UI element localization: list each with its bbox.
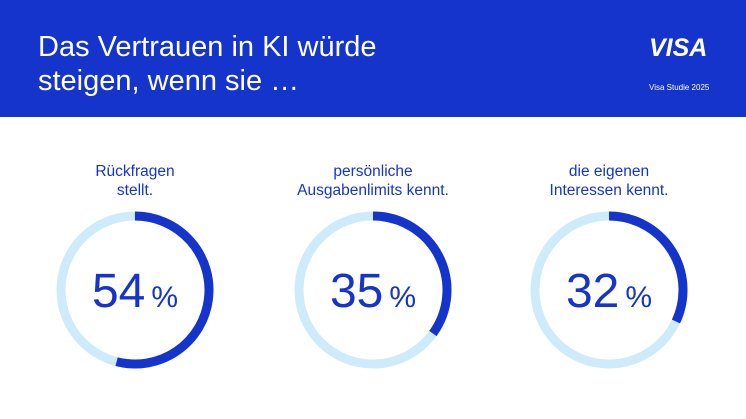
donut-2-value-label: 35% <box>330 265 416 318</box>
caption-2-line-2: Ausgabenlimits kennt. <box>297 182 449 199</box>
caption-2-line-1: persönliche <box>333 163 413 180</box>
header-banner: Das Vertrauen in KI würde steigen, wenn … <box>0 0 746 117</box>
donut-3-value-label: 32% <box>566 265 652 318</box>
donut-2-value-arc <box>372 211 452 337</box>
donut-1-value-arc <box>115 211 214 369</box>
caption-1-line-1: Rückfragen <box>95 163 175 180</box>
donut-1-percent-sign: % <box>151 281 178 314</box>
donut-3-value-number: 32 <box>566 265 619 318</box>
caption-1-line-2: stellt. <box>116 182 154 199</box>
donut-1: 54% <box>56 211 214 369</box>
page-title: Das Vertrauen in KI würde steigen, wenn … <box>38 30 478 98</box>
source-label: Visa Studie 2025 <box>649 83 710 92</box>
title-line-2: steigen, wenn sie … <box>38 65 300 97</box>
donut-1-value-number: 54 <box>92 265 145 318</box>
visa-logo: VISA <box>649 34 708 62</box>
caption-3-line-1: die eigenen <box>568 163 650 180</box>
caption-1: Rückfragen stellt. <box>15 162 255 200</box>
donut-3-percent-sign: % <box>625 281 652 314</box>
donut-2-percent-sign: % <box>389 281 416 314</box>
donut-3-value-arc <box>608 211 688 324</box>
donut-3: 32% <box>530 211 688 369</box>
donut-2: 35% <box>294 211 452 369</box>
title-line-1: Das Vertrauen in KI würde <box>38 31 377 63</box>
caption-3: die eigenen Interessen kennt. <box>489 162 729 200</box>
donut-2-value-number: 35 <box>330 265 383 318</box>
caption-2: persönliche Ausgabenlimits kennt. <box>253 162 493 200</box>
donut-1-value-label: 54% <box>92 265 178 318</box>
caption-3-line-2: Interessen kennt. <box>549 182 669 199</box>
